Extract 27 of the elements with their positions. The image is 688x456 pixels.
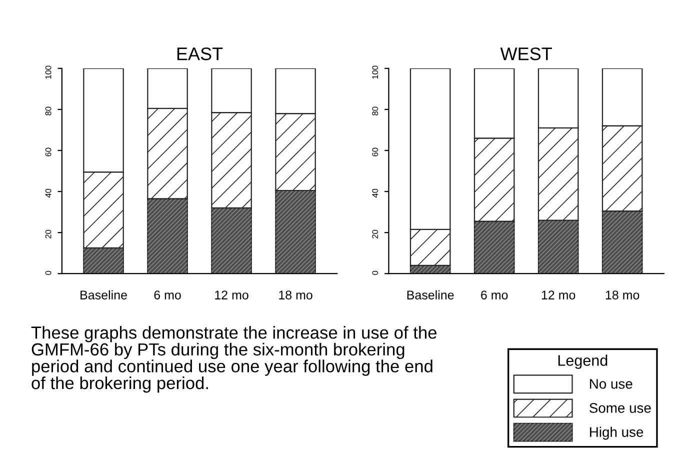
y-tick-label: 0	[372, 270, 378, 275]
text: These graphs demonstrate the increase in use of the GMFM-66 by PTs during the six-month brokering period and continued use one year following the end of the brokering period.	[31, 326, 436, 393]
x-tick-label: Baseline	[80, 290, 127, 300]
x-tick-label: 6 mo	[154, 290, 181, 300]
y-tick-label: 100	[45, 66, 52, 79]
y-tick-label: 100	[372, 66, 378, 79]
x-tick-label: 12 mo	[215, 290, 248, 300]
legend-label: Some use	[590, 403, 651, 413]
x-tick-label: Baseline	[407, 290, 454, 300]
x-tick-label: 6 mo	[481, 290, 508, 300]
y-tick-label: 40	[45, 188, 52, 198]
y-tick-label: 80	[45, 106, 52, 116]
x-tick-label: 18 mo	[606, 290, 640, 300]
y-tick-label: 20	[45, 230, 52, 238]
legend-label: No use	[590, 379, 632, 389]
x-tick-label: 18 mo	[279, 290, 312, 300]
y-tick-label: 60	[372, 148, 378, 156]
legend-label: High use	[590, 426, 644, 440]
x-tick-label: 12 mo	[542, 290, 576, 300]
y-tick-label: 20	[372, 230, 378, 238]
chart-title: EAST	[177, 47, 223, 60]
y-tick-label: 60	[45, 148, 52, 156]
y-tick-label: 80	[372, 106, 378, 116]
y-tick-label: 0	[45, 270, 52, 275]
y-tick-label: 40	[372, 188, 378, 198]
chart-title: WEST	[500, 47, 552, 60]
legend-title: Legend	[558, 354, 608, 369]
